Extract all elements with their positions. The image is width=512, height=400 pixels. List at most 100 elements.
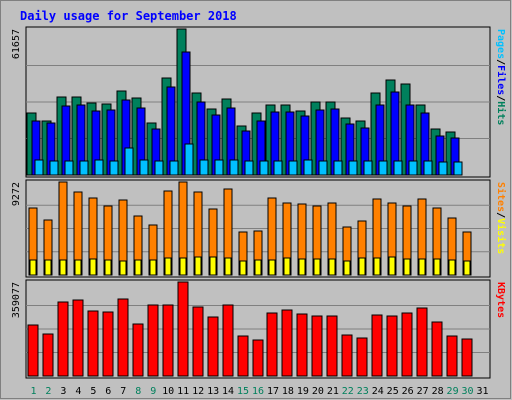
day-label: 19 (297, 386, 309, 397)
bar-kbytes-day-8 (132, 323, 144, 377)
day-label: 3 (60, 386, 66, 397)
day-label: 22 (342, 386, 354, 397)
bar-visits-day-13 (209, 256, 217, 276)
bar-kbytes-day-17 (266, 312, 278, 377)
bar-visits-day-9 (149, 259, 157, 276)
day-label: 23 (357, 386, 369, 397)
bar-pages-day-25 (393, 160, 403, 176)
bar-pages-day-9 (154, 160, 164, 176)
bar-visits-day-27 (418, 258, 426, 276)
day-label: 31 (476, 386, 488, 397)
bar-visits-day-26 (403, 258, 411, 276)
bar-visits-day-23 (358, 257, 366, 276)
y-max-label: 9272 (11, 182, 22, 206)
bar-visits-day-6 (104, 259, 112, 276)
legend-item: Files (495, 65, 507, 95)
bar-visits-day-2 (44, 259, 52, 276)
bar-kbytes-day-30 (461, 338, 473, 377)
day-label: 16 (252, 386, 264, 397)
bar-visits-day-17 (268, 259, 276, 276)
bar-visits-day-15 (239, 260, 247, 276)
day-label: 26 (402, 386, 414, 397)
day-label: 24 (372, 386, 384, 397)
bar-kbytes-day-11 (177, 281, 189, 377)
bar-pages-day-16 (259, 160, 269, 176)
bar-kbytes-day-2 (42, 333, 54, 377)
bar-pages-day-29 (453, 161, 463, 176)
bar-kbytes-day-18 (281, 309, 293, 377)
bar-kbytes-day-27 (416, 307, 428, 377)
legend-item: Hits (495, 101, 507, 125)
bar-kbytes-day-26 (401, 312, 413, 377)
bar-pages-day-19 (303, 159, 313, 176)
day-label: 13 (207, 386, 219, 397)
day-label: 12 (192, 386, 204, 397)
day-label: 9 (150, 386, 156, 397)
bar-pages-day-26 (408, 160, 418, 176)
bar-pages-day-18 (288, 160, 298, 176)
bar-kbytes-day-13 (207, 316, 219, 377)
panel-sites-visits: 9272 Sites/Visits (11, 179, 507, 278)
bar-visits-day-12 (194, 256, 202, 276)
bar-pages-day-7 (124, 147, 134, 176)
bar-pages-day-21 (333, 160, 343, 176)
bar-kbytes-day-1 (27, 324, 39, 377)
bar-visits-day-21 (328, 258, 336, 276)
bar-visits-day-18 (283, 257, 291, 276)
bar-visits-day-3 (59, 259, 67, 276)
bar-pages-day-17 (273, 160, 283, 176)
day-label: 6 (105, 386, 111, 397)
bar-kbytes-day-20 (311, 315, 323, 377)
chart-title: Daily usage for September 2018 (20, 9, 237, 23)
bar-pages-day-14 (229, 159, 239, 176)
bar-kbytes-day-5 (87, 310, 99, 377)
bar-visits-day-4 (74, 259, 82, 276)
day-label: 17 (267, 386, 279, 397)
bar-visits-day-10 (164, 257, 172, 276)
bar-pages-day-1 (34, 159, 44, 176)
bar-visits-day-20 (313, 258, 321, 276)
day-label: 2 (45, 386, 51, 397)
bar-pages-day-6 (109, 160, 119, 176)
bar-kbytes-day-16 (252, 339, 264, 377)
day-label: 14 (222, 386, 234, 397)
bar-pages-day-5 (94, 159, 104, 176)
panel-legend: Pages/Files/Hits (495, 29, 507, 125)
day-label: 4 (75, 386, 81, 397)
bar-visits-day-5 (89, 258, 97, 276)
bar-kbytes-day-10 (162, 304, 174, 377)
bar-visits-day-25 (388, 256, 396, 276)
day-label: 1 (30, 386, 36, 397)
day-label: 28 (432, 386, 444, 397)
bar-kbytes-day-25 (386, 315, 398, 377)
bar-kbytes-day-15 (237, 335, 249, 377)
bar-kbytes-day-4 (72, 299, 84, 377)
day-label: 7 (120, 386, 126, 397)
bar-visits-day-8 (134, 259, 142, 276)
bar-kbytes-day-28 (431, 321, 443, 377)
bar-visits-day-19 (298, 258, 306, 276)
bar-pages-day-4 (79, 160, 89, 176)
bar-pages-day-3 (64, 160, 74, 176)
bar-kbytes-day-24 (371, 314, 383, 377)
day-label: 30 (462, 386, 474, 397)
bar-visits-day-11 (179, 257, 187, 276)
day-label: 18 (282, 386, 294, 397)
bar-pages-day-11 (184, 143, 194, 176)
bar-visits-day-24 (373, 257, 381, 276)
bar-kbytes-day-12 (192, 306, 204, 377)
day-label: 20 (312, 386, 324, 397)
bar-pages-day-23 (363, 160, 373, 176)
day-label: 8 (135, 386, 141, 397)
bar-pages-day-15 (244, 160, 254, 176)
y-max-label: 61657 (11, 29, 22, 59)
bar-pages-day-27 (423, 160, 433, 176)
bar-kbytes-day-19 (296, 313, 308, 377)
bar-pages-day-24 (378, 160, 388, 176)
bar-kbytes-day-9 (147, 304, 159, 377)
y-max-label: 359077 (11, 282, 22, 318)
panel-legend: Sites/Visits (495, 182, 507, 254)
panel-hits-files-pages: 61657 Pages/Files/Hits (11, 26, 507, 178)
